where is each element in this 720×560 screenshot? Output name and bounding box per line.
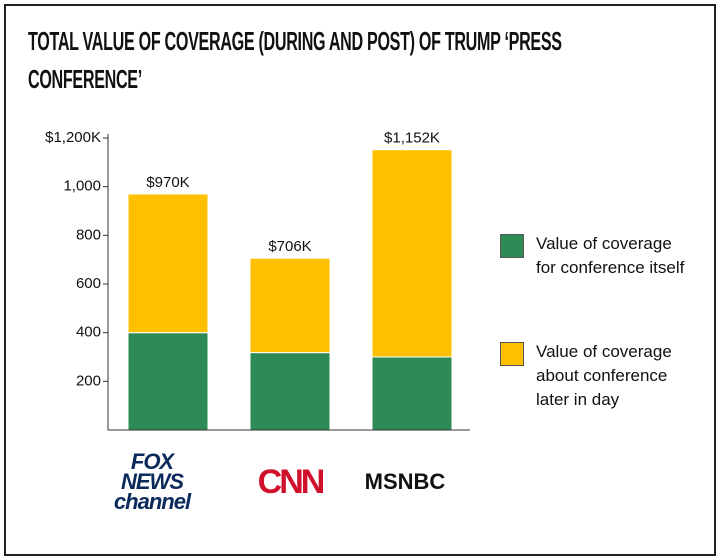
bar-segment [249,352,331,431]
y-tick-label: 800 [76,226,101,243]
bar-segment [371,149,453,358]
bar-segment [249,257,331,354]
y-tick-label: 400 [76,324,101,341]
legend-item: Value of coverage for conference itself [500,232,696,280]
bar-segment [371,356,453,431]
bar-segment [127,332,209,431]
frame [4,4,716,556]
bar-segment [127,193,209,334]
y-tick-label: $1,200K [45,129,101,146]
total-label: $706K [268,238,311,255]
legend-label: Value of coverage about conference later… [536,342,672,409]
y-tick-label: 200 [76,372,101,389]
y-tick-label: 600 [76,275,101,292]
total-label: $970K [146,174,189,191]
legend-item: Value of coverage about conference later… [500,340,696,412]
total-label: $1,152K [384,130,440,147]
legend-label: Value of coverage for conference itself [536,234,685,277]
legend-swatch [500,234,524,258]
category-logo: CNN [257,463,326,501]
chart-title: TOTAL VALUE OF COVERAGE (DURING AND POST… [28,26,562,94]
legend-swatch [500,342,524,366]
category-logo: FOX NEWS channel [113,449,191,514]
category-logo: MSNBC [364,469,446,494]
y-tick-label: 1,000 [63,178,101,195]
